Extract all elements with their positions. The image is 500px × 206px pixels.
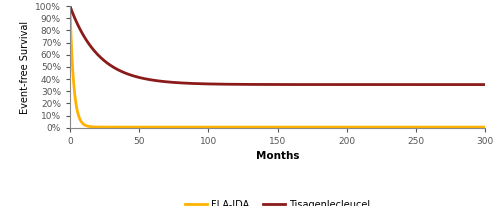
FLA-IDA <box>67 5 73 7</box>
Tisagenlecleucel <box>337 83 343 86</box>
FLA-IDA <box>337 126 343 128</box>
FLA-IDA <box>376 126 382 128</box>
Tisagenlecleucel <box>67 5 73 7</box>
FLA-IDA <box>226 126 232 128</box>
FLA-IDA <box>142 126 148 128</box>
FLA-IDA <box>316 126 322 128</box>
Tisagenlecleucel <box>142 78 148 80</box>
Line: Tisagenlecleucel: Tisagenlecleucel <box>70 6 485 85</box>
Legend: FLA-IDA, Tisagenlecleucel: FLA-IDA, Tisagenlecleucel <box>182 196 374 206</box>
Line: FLA-IDA: FLA-IDA <box>70 6 485 127</box>
FLA-IDA <box>482 126 488 128</box>
X-axis label: Months: Months <box>256 151 299 161</box>
Tisagenlecleucel <box>226 83 232 85</box>
Y-axis label: Event-free Survival: Event-free Survival <box>20 20 30 114</box>
Tisagenlecleucel <box>482 83 488 86</box>
FLA-IDA <box>221 126 227 128</box>
Tisagenlecleucel <box>408 83 414 86</box>
FLA-IDA <box>408 126 414 128</box>
Tisagenlecleucel <box>316 83 322 86</box>
Tisagenlecleucel <box>376 83 382 86</box>
